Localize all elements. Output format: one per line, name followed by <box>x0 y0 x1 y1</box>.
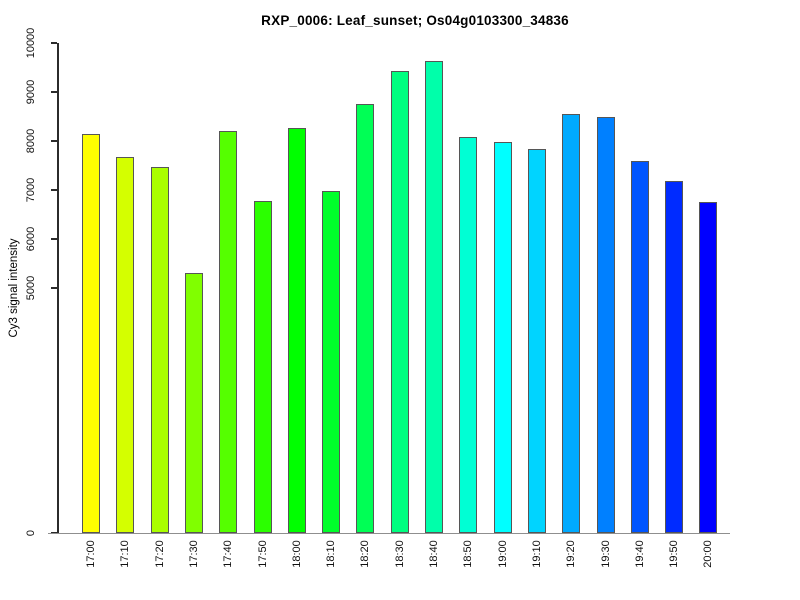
x-axis-line <box>48 532 730 534</box>
x-tick-label: 18:50 <box>462 540 475 568</box>
x-tick-label: 19:50 <box>668 540 681 568</box>
bar-19:30 <box>596 116 615 533</box>
bar-17:10 <box>116 157 135 533</box>
x-tick-label: 17:20 <box>153 540 166 568</box>
chart-title: RXP_0006: Leaf_sunset; Os04g0103300_3483… <box>261 13 569 28</box>
x-tick-label: 18:40 <box>428 540 440 568</box>
x-tick-label: 17:40 <box>222 540 235 568</box>
bar-17:20 <box>150 167 169 533</box>
bar-19:20 <box>562 114 581 533</box>
x-tick-label: 17:10 <box>119 540 132 568</box>
x-tick-label: 19:40 <box>633 540 646 568</box>
bar-18:30 <box>390 70 409 533</box>
bar-18:40 <box>425 61 443 533</box>
x-tick-label: 18:20 <box>359 540 372 568</box>
y-axis-line <box>57 43 59 533</box>
y-tick-label: 9000 <box>25 79 37 105</box>
y-tick-label: 8000 <box>25 128 37 154</box>
y-tick-mark <box>51 42 57 44</box>
x-tick-label: 18:10 <box>325 540 338 568</box>
bar-19:50 <box>665 181 684 533</box>
y-tick-label: 7000 <box>25 177 37 203</box>
x-tick-label: 19:20 <box>565 540 578 568</box>
y-tick-mark <box>51 189 57 191</box>
bar-18:20 <box>356 104 375 533</box>
y-tick-mark <box>51 238 57 240</box>
bar-19:40 <box>630 161 649 533</box>
x-tick-label: 20:00 <box>702 540 715 568</box>
bar-19:00 <box>493 141 512 533</box>
y-axis-label: Cy3 signal intensity <box>8 238 20 338</box>
x-tick-label: 19:10 <box>530 540 543 568</box>
bar-17:30 <box>184 272 203 533</box>
bar-18:00 <box>287 127 306 533</box>
y-tick-label: 5000 <box>25 275 37 301</box>
y-tick-label: 6000 <box>25 226 37 252</box>
x-tick-label: 19:30 <box>599 540 612 568</box>
x-tick-label: 18:00 <box>290 540 303 568</box>
bar-20:00 <box>699 201 718 533</box>
x-tick-label: 17:00 <box>85 540 97 568</box>
x-tick-label: 17:50 <box>256 540 269 568</box>
x-tick-label: 19:00 <box>496 540 509 568</box>
y-tick-label: 10000 <box>25 27 37 59</box>
bar-17:00 <box>82 134 100 533</box>
x-tick-label: 18:30 <box>393 540 406 568</box>
y-tick-mark <box>51 140 57 142</box>
bar-17:50 <box>253 200 272 533</box>
y-tick-mark <box>51 91 57 93</box>
y-tick-mark <box>51 287 57 289</box>
x-tick-label: 17:30 <box>187 540 200 568</box>
y-tick-label: 0 <box>25 529 37 537</box>
bar-18:50 <box>459 137 478 533</box>
bar-19:10 <box>527 148 546 533</box>
bar-18:10 <box>322 190 341 533</box>
bar-17:40 <box>219 131 238 533</box>
